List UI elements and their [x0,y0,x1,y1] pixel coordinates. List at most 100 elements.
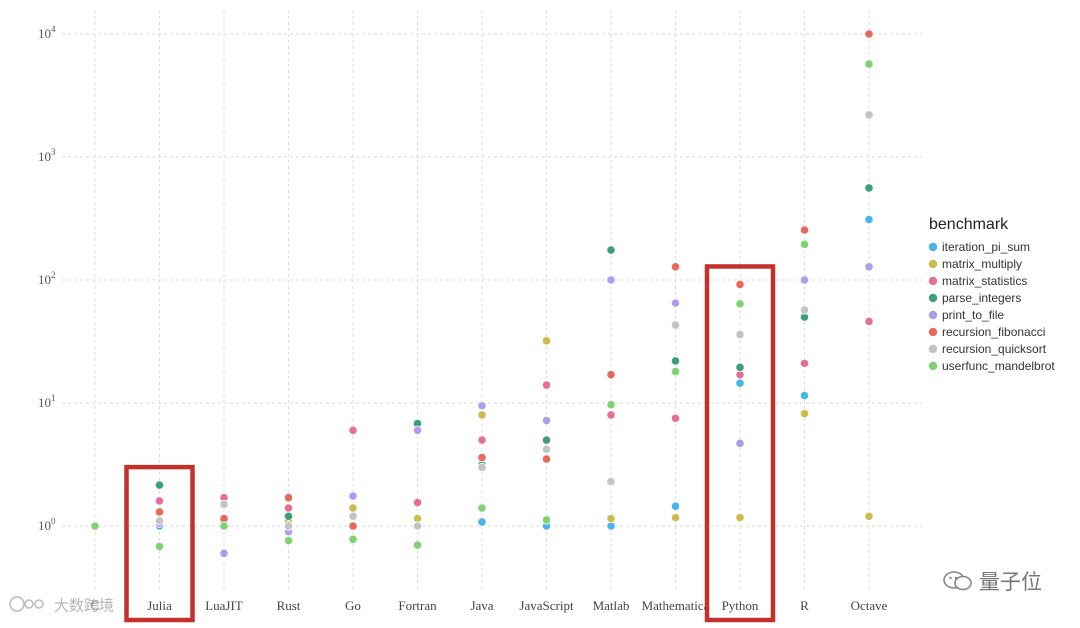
grid-lines [62,10,922,590]
y-tick-label: 102 [38,270,56,287]
watermark-right-text: 量子位 [979,570,1042,594]
data-point [477,401,487,411]
y-tick-label: 100 [38,516,56,533]
data-point [864,262,874,272]
x-tick-label: Matlab [593,598,630,613]
data-point [477,462,487,472]
data-point [541,454,552,464]
data-point [477,410,487,420]
data-point [606,245,616,255]
x-tick-label: Java [470,598,493,613]
data-point [154,507,165,517]
legend-swatch [928,259,938,269]
data-point [154,480,165,490]
data-point [670,298,681,308]
data-point [670,320,681,330]
legend-swatch [928,327,938,337]
data-point [90,521,100,531]
data-point [541,336,552,346]
data-point [799,390,810,401]
legend-item-label: recursion_fibonacci [942,325,1045,339]
legend-item-label: recursion_quicksort [942,342,1047,356]
data-point [412,521,423,531]
data-point [477,435,487,445]
data-point [283,521,294,531]
legend-swatch [928,344,938,354]
legend-item-label: iteration_pi_sum [942,240,1030,254]
data-point [283,536,294,546]
data-point [606,410,616,420]
legend-item-label: matrix_statistics [942,274,1027,288]
data-point [348,503,358,513]
data-point [735,299,745,309]
data-point [799,358,810,368]
data-point [219,499,229,509]
data-point [670,413,681,423]
data-point [348,521,358,531]
data-point [412,425,423,435]
data-point [606,275,616,285]
data-point [541,515,552,525]
data-point [606,370,616,380]
data-point [735,362,745,372]
x-tick-label: Python [722,598,759,613]
x-tick-label: Octave [851,598,888,613]
data-point [799,239,810,249]
data-point [735,329,745,340]
watermark-right: 量子位 [943,566,1042,597]
data-point [864,183,874,193]
legend-swatch [928,361,938,371]
highlight-box [704,264,776,623]
legend-title: benchmark [929,216,1009,233]
x-tick-label: Rust [277,598,301,613]
data-point [477,503,487,513]
data-point [348,425,358,435]
y-tick-label: 104 [38,24,56,41]
y-tick-label: 101 [38,393,56,410]
x-tick-label: Julia [147,598,172,613]
data-point [670,262,681,272]
x-tick-label: Mathematica [642,598,710,613]
data-point [154,496,165,506]
data-point [541,415,552,426]
legend-swatch [928,242,938,252]
x-tick-label: R [800,598,809,613]
legend: benchmark iteration_pi_sum matrix_multipl… [928,216,1055,373]
data-point [670,367,681,377]
highlight-box [124,464,195,623]
data-point [348,511,358,521]
data-point [541,435,552,445]
data-point [735,279,745,290]
data-point [864,511,874,521]
data-point [670,356,681,366]
data-point [735,378,745,388]
legend-item-label: matrix_multiply [942,257,1022,271]
data-point [606,513,616,524]
data-point [154,542,165,552]
data-point [219,521,229,531]
data-point [864,59,874,69]
data-point [541,444,552,454]
x-axis: C Julia LuaJIT Rust Go Fortran Java JavaScript M… [91,598,888,613]
data-point [670,501,681,511]
brand-logo-icon [8,594,48,618]
data-point [735,513,745,523]
data-point [864,214,874,225]
legend-item-label: print_to_file [942,308,1004,322]
data-point [283,511,294,521]
data-point [799,305,810,315]
watermark-left: 大数跨境 [8,594,114,618]
wechat-icon [943,570,973,597]
data-point [219,548,229,558]
highlight-boxes [124,264,776,623]
data-points [90,29,874,558]
data-point [283,503,294,513]
legend-swatch [928,276,938,286]
data-point [412,497,423,508]
y-axis: 100 101 102 103 104 [38,24,56,533]
data-point [670,513,681,523]
data-point [864,316,874,327]
data-point [348,491,358,501]
data-point [864,110,874,120]
